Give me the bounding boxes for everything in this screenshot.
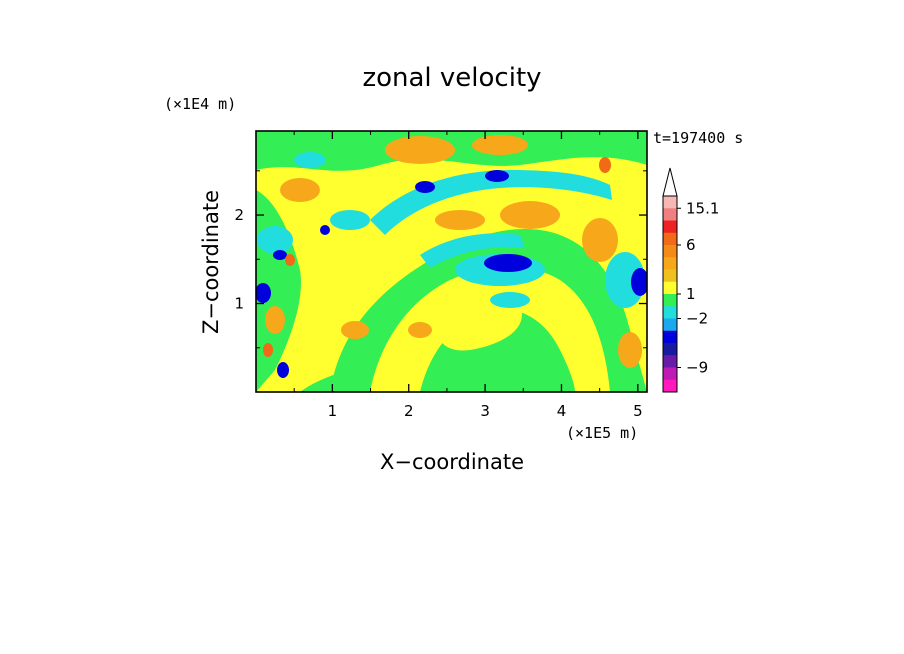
colorbar: 15.1 6 1 −2 −9: [662, 167, 719, 393]
colorbar-band: [663, 379, 677, 393]
y-tick-label: 1: [234, 295, 244, 313]
colorbar-band: [663, 343, 677, 356]
orange-blob: [435, 210, 485, 230]
colorbar-label: 6: [686, 236, 696, 254]
red-spot: [263, 343, 273, 357]
x-tick-label: 3: [480, 402, 490, 420]
time-label: t=197400 s: [653, 129, 743, 147]
colorbar-band: [663, 281, 677, 295]
x-tick-label: 1: [328, 402, 338, 420]
blue-core: [631, 268, 647, 296]
cyan-band-inner: [420, 233, 525, 268]
blue-core: [415, 181, 435, 193]
cyan-blob: [257, 226, 293, 254]
colorbar-label: 15.1: [686, 199, 719, 217]
y-tick-label: 2: [234, 206, 244, 224]
cyan-blob: [490, 292, 530, 308]
y-axis-title: Z−coordinate: [199, 190, 223, 334]
colorbar-band: [663, 220, 677, 234]
colorbar-band: [663, 208, 677, 221]
colorbar-band: [663, 257, 677, 270]
orange-blob: [385, 136, 455, 164]
chart-title: zonal velocity: [362, 63, 541, 93]
orange-blob: [408, 322, 432, 338]
orange-blob: [500, 201, 560, 229]
colorbar-label: −2: [686, 310, 708, 328]
orange-blob: [280, 178, 320, 202]
colorbar-arrow: [662, 167, 678, 197]
colorbar-band: [663, 269, 677, 283]
orange-blob: [582, 218, 618, 262]
red-spot: [285, 254, 295, 266]
colorbar-band: [663, 306, 677, 319]
orange-blob: [341, 321, 369, 339]
axes: 1 2 3 4 5 1 2: [234, 131, 647, 420]
orange-blob: [618, 332, 642, 368]
blue-core: [256, 283, 271, 303]
colorbar-band: [663, 355, 677, 368]
x-tick-label: 2: [404, 402, 414, 420]
colorbar-label: 1: [686, 285, 696, 303]
blue-core: [277, 362, 289, 378]
contour-field: [256, 131, 647, 392]
colorbar-label: −9: [686, 359, 708, 377]
orange-blob: [472, 135, 528, 155]
cyan-blob: [330, 210, 370, 230]
colorbar-band: [663, 196, 677, 209]
blue-core: [485, 170, 509, 182]
colorbar-band: [663, 232, 677, 246]
red-spot: [599, 157, 611, 173]
colorbar-band: [663, 294, 677, 307]
blue-core: [273, 250, 287, 260]
y-unit-label: (×1E4 m): [164, 95, 236, 113]
colorbar-band: [663, 367, 677, 381]
x-tick-label: 5: [633, 402, 643, 420]
cyan-blob: [294, 152, 326, 168]
yellow-lobe: [440, 304, 522, 351]
x-tick-label: 4: [557, 402, 567, 420]
orange-blob: [265, 306, 285, 334]
x-axis-title: X−coordinate: [380, 450, 524, 474]
blue-core: [484, 254, 532, 272]
colorbar-band: [663, 330, 677, 344]
cyan-blob: [605, 252, 645, 308]
x-unit-label: (×1E5 m): [566, 424, 638, 442]
blue-core: [320, 225, 330, 235]
colorbar-band: [663, 318, 677, 332]
colorbar-band: [663, 245, 677, 258]
plot-frame: [255, 130, 648, 393]
